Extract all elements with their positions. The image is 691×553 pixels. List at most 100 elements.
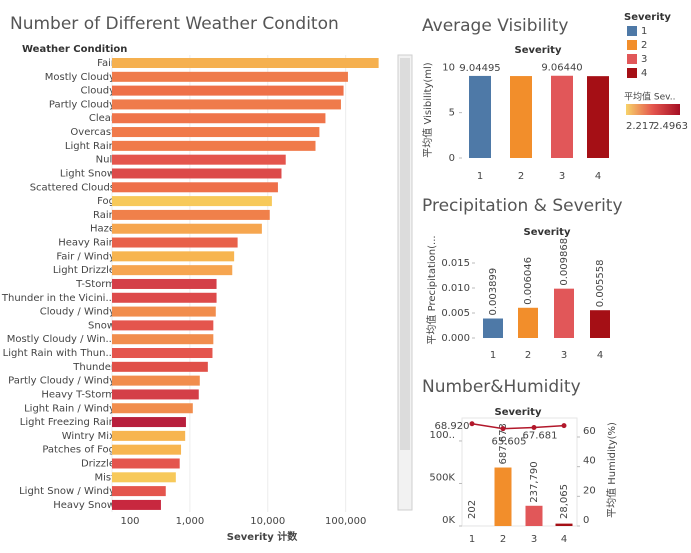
bar [112,444,182,455]
bar [590,310,610,338]
bar [112,472,176,483]
value-label: 0.006046 [523,257,534,305]
legend-swatch [627,68,637,78]
value-label: 237,790 [529,461,540,502]
bar [112,71,348,82]
bar [112,196,272,207]
color-legend-title: 平均值 Sev.. [624,91,675,103]
value-label: 65.605 [492,437,527,448]
x-tick-label: 3 [531,534,537,545]
legend-label: 2 [641,40,647,51]
axis-header: Severity [515,45,562,56]
chart-title: Precipitation & Severity [422,196,623,216]
y-tick-label: Light Rain [65,141,115,152]
bar [555,523,573,526]
legend-swatch [627,54,637,64]
y-tick-label: Cloudy [81,86,116,97]
y-tick-label: Mostly Cloudy [45,72,115,83]
color-legend-min: 2.217 [626,121,655,132]
y-tick-label: Drizzle [81,458,115,469]
x-tick-label: 4 [597,350,603,361]
bar [112,85,344,96]
y2-axis-label: 平均值 Humidity(%) [605,422,618,518]
y-tick-label: Heavy Rain [58,238,115,249]
y-tick-label: Heavy T-Storm [41,389,115,400]
x-axis-label: Severity 计数 [227,530,298,543]
y-tick-label: Thunder [72,362,116,373]
y-tick-label: Light Snow / Windy [19,486,115,497]
bar [112,486,166,497]
line-point [469,421,475,427]
value-label: 28,065 [559,484,570,519]
x-tick-label: 10,000 [250,516,285,527]
chart-title: Number of Different Weather Conditon [10,14,339,34]
axis-header: Weather Condition [22,44,127,55]
bar [587,76,609,158]
bar [112,209,270,220]
bar [112,182,278,193]
y-tick-label: Wintry Mix [62,431,115,442]
legend-label: 1 [641,26,647,37]
y-tick-label: 0.005 [441,308,470,319]
y-tick-label: Haze [90,224,115,235]
value-label: 68.920 [435,421,470,432]
x-tick-label: 3 [559,171,565,182]
y-tick-label: Null [96,155,115,166]
y-tick-label: Heavy Snow [53,500,115,511]
bar [112,265,233,276]
bar [112,278,217,289]
axis-header: Severity [495,407,542,418]
y-tick-label: 100.. [430,430,455,441]
bar [525,505,543,526]
y2-tick-label: 20 [583,485,596,496]
bar [112,292,217,303]
bar [494,467,512,526]
y-tick-label: Partly Cloudy / Windy [8,376,115,387]
bar [112,334,214,345]
y-tick-label: 0.000 [441,333,470,344]
line-point [500,426,506,432]
bar [112,251,235,262]
y-tick-label: Clear [89,113,116,124]
plot-frame [461,417,578,527]
bar [112,237,238,248]
bar [554,288,574,338]
bar [112,223,262,234]
y-tick-label: 0.010 [441,283,470,294]
scrollbar-thumb[interactable] [400,58,410,450]
color-legend-max: 2.4963 [653,121,688,132]
y-axis-label: 平均值 Visibility(ml) [421,62,434,158]
y-tick-label: Mostly Cloudy / Win... [7,334,115,345]
bar [112,375,200,386]
y-tick-label: Light Rain / Windy [24,403,115,414]
bar [112,348,213,359]
bar [112,417,186,428]
value-label: 687,673 [498,423,509,464]
value-label: 0.009868 [559,238,570,286]
bar [112,58,379,68]
y-tick-label: Overcast [70,127,115,138]
x-tick-label: 1 [490,350,496,361]
y2-tick-label: 60 [583,426,596,437]
bar [112,113,326,124]
bar [112,154,286,165]
bar [112,168,282,179]
y-tick-label: Light Rain with Thun... [3,348,115,359]
value-label: 0.005558 [595,259,606,307]
line [471,423,565,430]
bar [112,403,193,414]
bar-group: Fair Mostly Cloudy Cloudy Partly Cloudy Clea… [1,55,379,512]
legend-label: 3 [641,54,647,65]
y-tick-label: T-Storm [75,279,115,290]
axis-header: Severity [524,227,571,238]
value-label: 67.681 [523,431,558,442]
y-tick-label: Light Drizzle [53,265,115,276]
bar [112,458,180,469]
bar [551,75,573,158]
y2-tick-label: 0 [583,515,589,526]
y-tick-label: Thunder in the Vicini... [1,293,115,304]
x-tick-label: 4 [561,534,567,545]
legend-swatch [627,26,637,36]
y-tick-label: Partly Cloudy [49,99,115,110]
y2-tick-label: 40 [583,456,596,467]
